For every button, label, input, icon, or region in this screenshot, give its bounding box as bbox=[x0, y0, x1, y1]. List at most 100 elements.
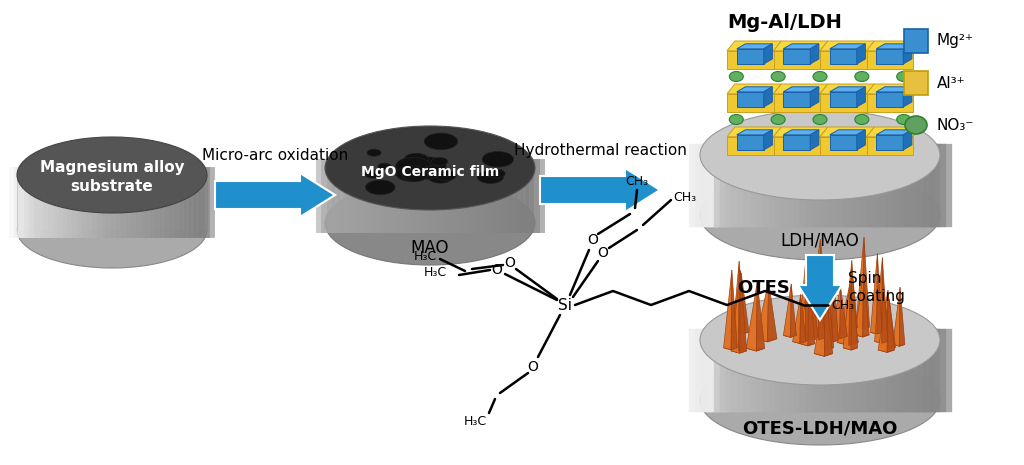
Polygon shape bbox=[821, 348, 834, 350]
Polygon shape bbox=[809, 286, 819, 340]
Polygon shape bbox=[829, 130, 865, 135]
Polygon shape bbox=[740, 273, 749, 335]
Polygon shape bbox=[866, 94, 913, 112]
Polygon shape bbox=[773, 94, 820, 112]
Polygon shape bbox=[791, 284, 797, 338]
Polygon shape bbox=[881, 347, 896, 350]
Ellipse shape bbox=[395, 157, 431, 175]
Ellipse shape bbox=[855, 72, 868, 81]
Text: Magnesium alloy
substrate: Magnesium alloy substrate bbox=[40, 159, 184, 194]
Text: O: O bbox=[527, 360, 539, 374]
Polygon shape bbox=[736, 130, 772, 135]
Ellipse shape bbox=[365, 170, 382, 179]
Polygon shape bbox=[819, 239, 828, 328]
Polygon shape bbox=[799, 339, 811, 341]
Polygon shape bbox=[731, 271, 740, 353]
Polygon shape bbox=[783, 49, 810, 64]
Polygon shape bbox=[756, 281, 769, 342]
Text: Mg²⁺: Mg²⁺ bbox=[937, 33, 974, 48]
Ellipse shape bbox=[700, 110, 940, 200]
Polygon shape bbox=[800, 344, 815, 346]
Polygon shape bbox=[874, 272, 883, 331]
Polygon shape bbox=[738, 261, 744, 351]
Polygon shape bbox=[843, 348, 857, 350]
Ellipse shape bbox=[487, 169, 505, 178]
Polygon shape bbox=[736, 44, 772, 49]
Polygon shape bbox=[866, 41, 921, 51]
Polygon shape bbox=[814, 353, 833, 356]
Polygon shape bbox=[810, 87, 819, 107]
Polygon shape bbox=[727, 51, 773, 69]
Ellipse shape bbox=[410, 160, 425, 168]
Polygon shape bbox=[783, 135, 810, 150]
Polygon shape bbox=[845, 279, 851, 333]
Ellipse shape bbox=[729, 114, 743, 125]
Polygon shape bbox=[783, 335, 797, 338]
Polygon shape bbox=[821, 290, 828, 350]
Polygon shape bbox=[829, 135, 857, 150]
Polygon shape bbox=[877, 130, 911, 135]
Polygon shape bbox=[829, 49, 857, 64]
Ellipse shape bbox=[17, 137, 207, 213]
Polygon shape bbox=[893, 345, 905, 346]
Polygon shape bbox=[803, 337, 818, 339]
Ellipse shape bbox=[771, 72, 785, 81]
Polygon shape bbox=[800, 274, 809, 346]
Text: Hydrothermal reaction: Hydrothermal reaction bbox=[514, 142, 686, 158]
Ellipse shape bbox=[366, 180, 395, 195]
Ellipse shape bbox=[905, 116, 927, 134]
Ellipse shape bbox=[729, 72, 743, 81]
Polygon shape bbox=[837, 342, 858, 345]
Polygon shape bbox=[881, 299, 890, 350]
Polygon shape bbox=[803, 276, 812, 339]
Polygon shape bbox=[800, 294, 806, 344]
Polygon shape bbox=[793, 342, 806, 344]
Polygon shape bbox=[727, 84, 781, 94]
Polygon shape bbox=[845, 332, 855, 333]
Polygon shape bbox=[877, 92, 903, 107]
Ellipse shape bbox=[396, 166, 428, 182]
Polygon shape bbox=[820, 84, 874, 94]
Polygon shape bbox=[820, 137, 866, 155]
Polygon shape bbox=[827, 284, 833, 341]
Polygon shape bbox=[866, 51, 913, 69]
Ellipse shape bbox=[813, 114, 827, 125]
Polygon shape bbox=[799, 257, 806, 341]
Polygon shape bbox=[739, 272, 745, 348]
Polygon shape bbox=[870, 332, 882, 334]
Text: Al³⁺: Al³⁺ bbox=[937, 75, 966, 91]
Polygon shape bbox=[773, 84, 827, 94]
Polygon shape bbox=[736, 49, 764, 64]
Polygon shape bbox=[814, 291, 825, 356]
Ellipse shape bbox=[394, 165, 421, 179]
Polygon shape bbox=[829, 87, 865, 92]
Polygon shape bbox=[877, 253, 882, 334]
Polygon shape bbox=[215, 173, 335, 217]
Text: H₃C: H₃C bbox=[464, 415, 487, 428]
Polygon shape bbox=[827, 290, 834, 350]
Polygon shape bbox=[870, 253, 878, 334]
Polygon shape bbox=[874, 328, 888, 331]
Ellipse shape bbox=[897, 72, 910, 81]
Polygon shape bbox=[783, 44, 819, 49]
Polygon shape bbox=[540, 168, 660, 212]
Polygon shape bbox=[844, 327, 857, 330]
Text: H₃C: H₃C bbox=[424, 266, 447, 279]
Polygon shape bbox=[764, 87, 772, 107]
Polygon shape bbox=[874, 341, 888, 343]
FancyBboxPatch shape bbox=[904, 71, 928, 95]
Ellipse shape bbox=[431, 158, 447, 166]
Polygon shape bbox=[821, 339, 833, 341]
Polygon shape bbox=[731, 272, 740, 348]
Polygon shape bbox=[809, 282, 817, 332]
Polygon shape bbox=[852, 269, 857, 330]
Polygon shape bbox=[877, 44, 911, 49]
Polygon shape bbox=[824, 291, 833, 356]
Text: LDH/MAO: LDH/MAO bbox=[780, 231, 859, 249]
Polygon shape bbox=[866, 84, 921, 94]
Polygon shape bbox=[866, 137, 913, 155]
Ellipse shape bbox=[402, 169, 428, 181]
Ellipse shape bbox=[700, 170, 940, 260]
Polygon shape bbox=[877, 87, 911, 92]
Polygon shape bbox=[823, 258, 833, 342]
